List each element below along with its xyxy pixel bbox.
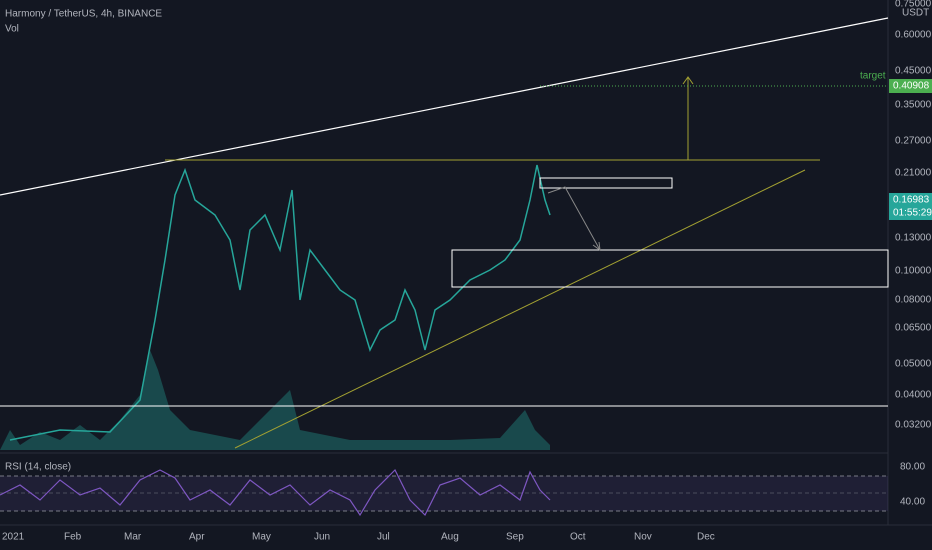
target-arrow (682, 76, 694, 85)
trend-line (0, 17, 889, 196)
time-label: Apr (189, 532, 205, 543)
zone (539, 177, 673, 189)
countdown: 01:55:29 (893, 208, 932, 219)
currency: USDT (902, 8, 929, 19)
price-tag (889, 193, 932, 220)
time-label: Sep (506, 532, 524, 543)
price (9, 164, 551, 441)
time-label: Jul (377, 532, 390, 543)
time-label: Jun (314, 532, 330, 543)
price-label: 0.04000 (895, 390, 932, 401)
time-label: Mar (124, 532, 142, 543)
price-label: 0.35000 (895, 100, 932, 111)
price-label: 0.03200 (895, 420, 932, 431)
price-label: 0.05000 (895, 359, 932, 370)
time-label: 2021 (2, 532, 25, 543)
symbol-title: Harmony / TetherUS, 4h, BINANCE (5, 9, 162, 20)
path-arrow (547, 186, 601, 251)
target-tag (889, 79, 932, 93)
price-label: 0.08000 (895, 295, 932, 306)
price-label: 0.60000 (895, 30, 932, 41)
rsi-axis-label: 80.00 (900, 462, 925, 473)
last-price: 0.16983 (893, 195, 930, 206)
target-price: 0.40908 (893, 81, 930, 92)
volume (0, 350, 550, 450)
rsi-axis-label: 40.00 (900, 497, 925, 508)
time-label: Oct (570, 532, 586, 543)
time-label: Dec (697, 532, 715, 543)
time-label: Aug (441, 532, 459, 543)
time-label: May (252, 532, 271, 543)
price-label: 0.10000 (895, 266, 932, 277)
price-label: 0.45000 (895, 66, 932, 77)
path-arrow (592, 241, 601, 252)
target-label: target (860, 71, 886, 82)
zone (451, 249, 889, 288)
rsi-line (0, 468, 551, 517)
time-label: Nov (634, 532, 652, 543)
price-label: 0.27000 (895, 136, 932, 147)
price-label: 0.75000 (895, 0, 932, 10)
price-label: 0.21000 (895, 168, 932, 179)
price-label: 0.06500 (895, 323, 932, 334)
volume-label: Vol (5, 24, 19, 35)
rsi-label: RSI (14, close) (5, 462, 71, 473)
price-label: 0.13000 (895, 233, 932, 244)
support-line (234, 169, 806, 449)
time-label: Feb (64, 532, 82, 543)
